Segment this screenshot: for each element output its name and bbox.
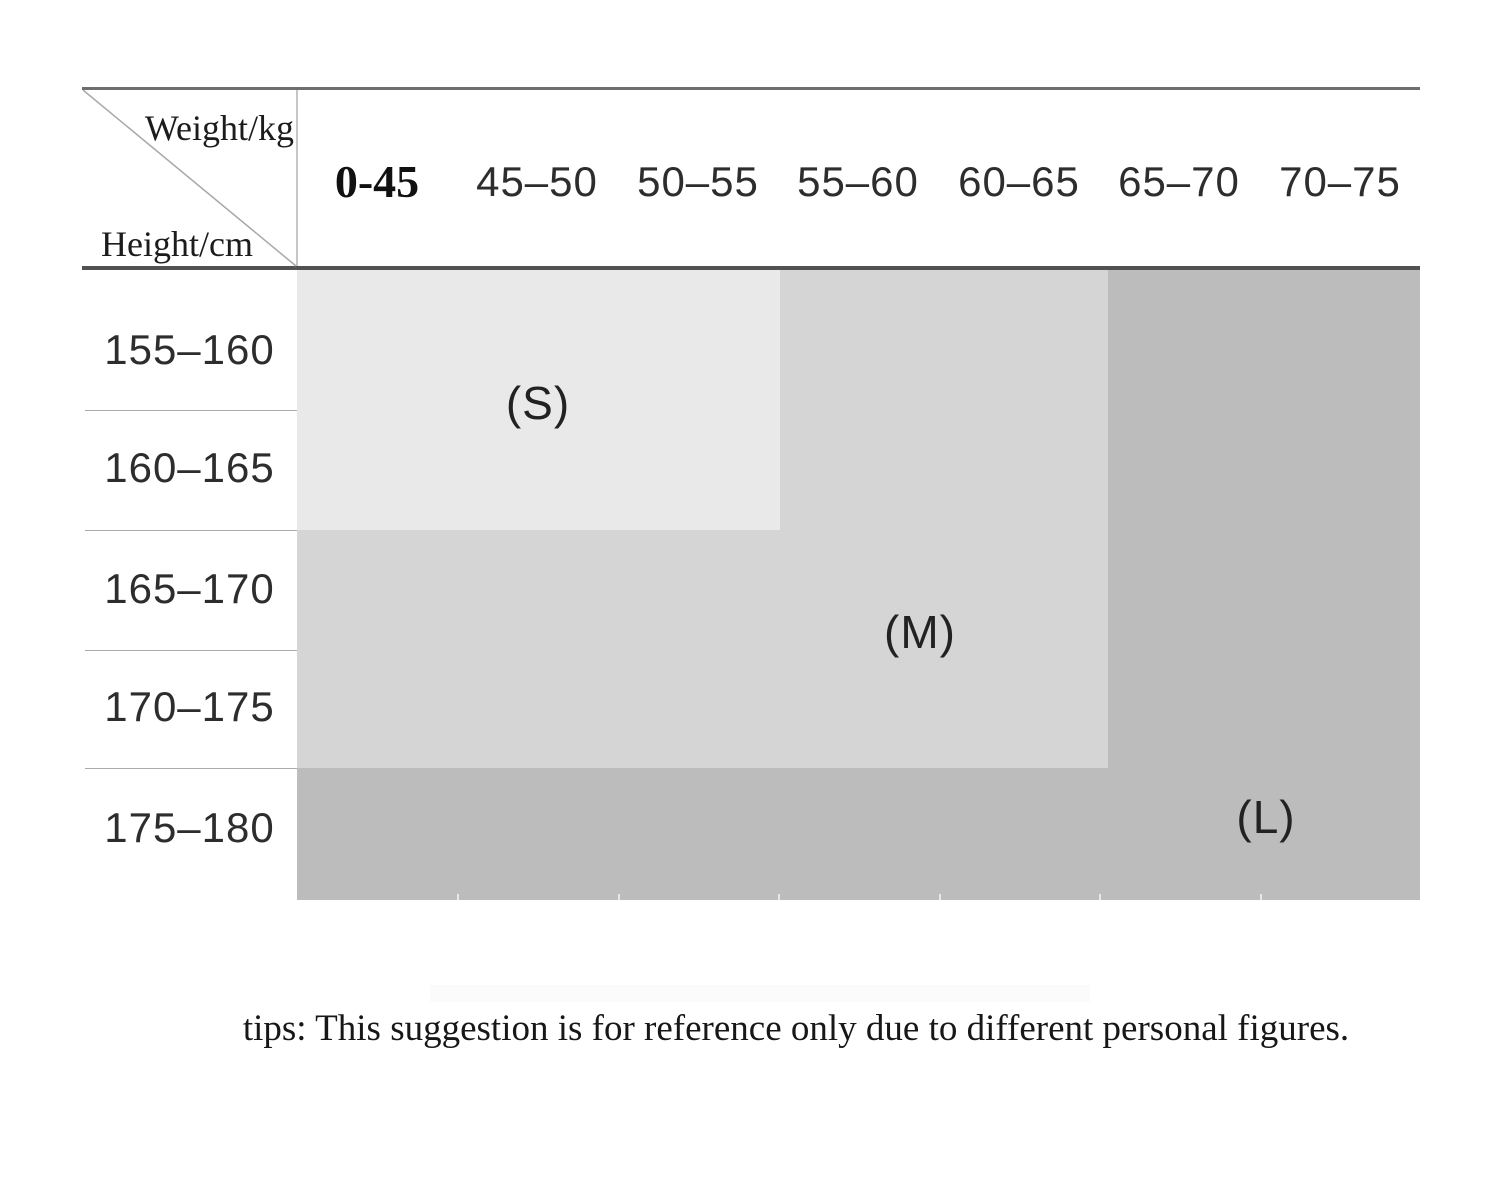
header-column-divider-line [296, 90, 298, 266]
height-row-label: 160–165 [104, 444, 275, 491]
size-m-label: (M) [884, 606, 956, 658]
size-s-label: (S) [505, 377, 571, 429]
weight-header-cell: 65–70 [1118, 158, 1240, 205]
weight-axis-label: Weight/kg [144, 108, 294, 148]
weight-header-cell: 50–55 [637, 158, 759, 205]
row-divider-line [85, 530, 297, 531]
height-row-label: 175–180 [104, 804, 275, 851]
size-l-label: (L) [1236, 791, 1296, 843]
row-divider-line [85, 410, 297, 411]
tips-note: tips: This suggestion is for reference o… [242, 1008, 1350, 1049]
column-tick [1099, 894, 1101, 900]
weight-header-cell: 60–65 [958, 158, 1080, 205]
column-tick [457, 894, 459, 900]
height-axis-label: Height/cm [101, 224, 253, 264]
weight-header-cell: 70–75 [1279, 158, 1401, 205]
row-divider-line [85, 650, 297, 651]
table-top-border-line [82, 87, 1420, 90]
height-row-label: 155–160 [104, 326, 275, 373]
size-l-region-bottom [297, 768, 1420, 900]
header-separator-line [82, 266, 1420, 270]
column-tick [939, 894, 941, 900]
size-m-region-upper [780, 270, 1108, 530]
height-row-label: 165–170 [104, 565, 275, 612]
weight-header-cell: 55–60 [797, 158, 919, 205]
size-l-region-right [1108, 270, 1420, 768]
corner-diagonal-line [82, 89, 297, 267]
weight-header-cell: 45–50 [476, 158, 598, 205]
column-tick [778, 894, 780, 900]
watermark-band [430, 985, 1090, 1002]
column-tick [618, 894, 620, 900]
weight-header-cell: 0-45 [334, 156, 420, 207]
column-tick [1260, 894, 1262, 900]
size-m-region-lower [297, 530, 1108, 768]
size-s-region [297, 270, 780, 530]
height-row-label: 170–175 [104, 683, 275, 730]
row-divider-line [85, 768, 297, 769]
